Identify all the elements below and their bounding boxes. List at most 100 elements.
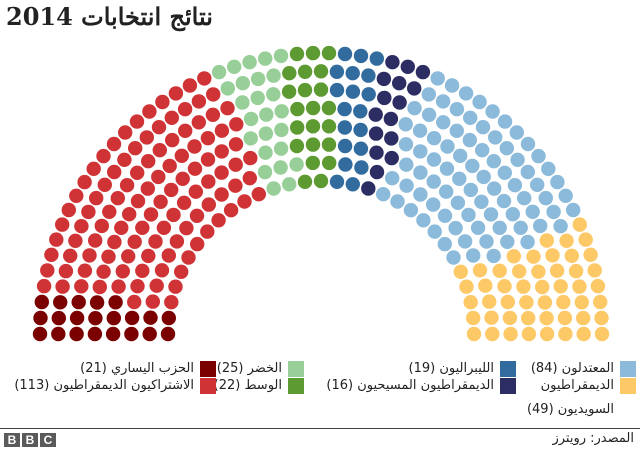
seat-dot	[427, 224, 442, 239]
legend-label-social-democrats: الاشتراكيون الديمقراطيون (113)	[14, 378, 194, 393]
seat-dot	[497, 114, 513, 129]
seat-dot	[549, 263, 565, 278]
seat-dot	[200, 224, 215, 239]
seat-dot	[223, 203, 239, 218]
seat-dot	[69, 310, 85, 326]
seat-dot	[520, 234, 535, 250]
seat-dot	[220, 101, 235, 116]
seat-dot	[439, 184, 454, 199]
seat-dot	[289, 157, 304, 172]
seat-dot	[361, 181, 376, 196]
seat-dot	[435, 94, 451, 109]
seat-dot	[413, 165, 428, 180]
seat-dot	[475, 120, 491, 135]
seat-dot	[479, 234, 494, 249]
legend-label-sweden-democrats: الديمقراطيون السويديون (49)	[526, 378, 614, 417]
seat-dot	[258, 51, 273, 66]
bbc-logo-letter: C	[40, 433, 56, 447]
legend-item-centre: الوسط (22)	[214, 378, 304, 394]
seat-dot	[476, 169, 491, 185]
seat-dot	[305, 155, 320, 171]
seat-dot	[141, 248, 156, 264]
seat-dot	[558, 326, 573, 342]
seat-dot	[143, 207, 159, 222]
seat-dot	[274, 122, 289, 138]
seat-dot	[290, 120, 305, 135]
seat-dot	[156, 220, 172, 235]
seat-dot	[539, 326, 555, 342]
seat-dot	[257, 164, 273, 180]
seat-dot	[407, 81, 422, 96]
seat-dot	[465, 158, 480, 174]
seat-dot	[412, 123, 428, 138]
seat-dot	[507, 178, 523, 193]
legend-item-christian-democrats: الديمقراطيون المسيحيون (16)	[326, 378, 516, 394]
seat-dot	[200, 152, 216, 167]
seat-dot	[416, 213, 431, 228]
seat-dot	[97, 177, 113, 192]
seat-dot	[211, 213, 226, 228]
seat-dot	[74, 279, 89, 294]
seat-dot	[228, 178, 243, 193]
seat-dot	[197, 71, 212, 86]
seat-dot	[242, 55, 257, 70]
seat-dot	[135, 263, 150, 278]
seat-dot	[440, 139, 455, 154]
seat-dot	[200, 131, 216, 146]
seat-dot	[243, 111, 259, 127]
seat-dot	[538, 190, 553, 206]
seat-dot	[243, 150, 258, 166]
seat-dot	[290, 101, 305, 117]
seat-dot	[282, 177, 297, 192]
seat-dot	[53, 295, 68, 310]
seat-dot	[439, 161, 455, 176]
seat-dot	[187, 139, 202, 154]
seat-dot	[564, 248, 579, 263]
seat-dot	[329, 64, 345, 80]
seat-dot	[444, 78, 460, 93]
seat-dot	[281, 84, 297, 99]
seat-dot	[161, 248, 176, 263]
seat-dot	[537, 295, 553, 310]
seat-dot	[242, 171, 257, 186]
seat-dot	[77, 263, 93, 278]
seat-dot	[463, 182, 478, 198]
legend-label-christian-democrats: الديمقراطيون المسيحيون (16)	[326, 378, 494, 393]
seat-dot	[553, 279, 568, 294]
seat-dot	[457, 234, 473, 249]
seat-dot	[485, 326, 500, 342]
parliament-hemicycle	[32, 45, 610, 342]
seat-dot	[36, 278, 52, 294]
seat-dot	[512, 264, 527, 279]
seat-dot	[191, 94, 207, 109]
seat-dot	[337, 120, 352, 135]
seat-dot	[503, 326, 518, 342]
seat-dot	[142, 326, 157, 342]
seat-dot	[305, 119, 321, 134]
seat-dot	[403, 203, 419, 218]
seat-dot	[392, 95, 407, 110]
seat-dot	[289, 46, 305, 62]
seat-dot	[426, 197, 441, 212]
seat-dot	[448, 220, 463, 236]
seat-dot	[566, 202, 581, 218]
seat-dot	[251, 187, 266, 202]
seat-dot	[44, 247, 59, 262]
seat-dot	[188, 184, 203, 199]
seat-dot	[273, 141, 289, 156]
seat-dot	[361, 68, 376, 83]
seat-dot	[449, 102, 465, 117]
seat-dot	[390, 194, 405, 209]
seat-dot	[174, 264, 189, 279]
seat-dot	[165, 132, 180, 148]
bbc-logo: B B C	[4, 433, 56, 447]
seat-dot	[353, 104, 368, 119]
seat-dot	[533, 218, 548, 234]
seat-dot	[214, 187, 229, 202]
seat-dot	[274, 104, 289, 119]
seat-dot	[546, 204, 561, 220]
seat-dot	[189, 208, 205, 223]
seat-dot	[69, 326, 84, 342]
seat-dot	[273, 160, 288, 175]
seat-dot	[32, 326, 48, 342]
